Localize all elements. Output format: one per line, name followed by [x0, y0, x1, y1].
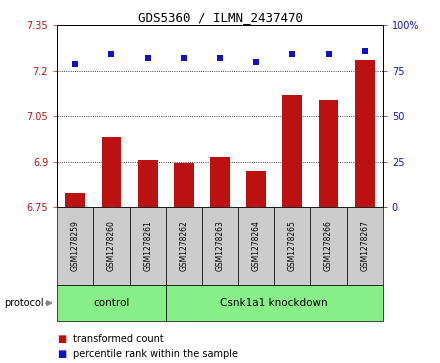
Bar	[202, 207, 238, 285]
Bar	[129, 207, 166, 285]
Point	[72, 61, 79, 66]
Text: GSM1278260: GSM1278260	[107, 220, 116, 272]
Bar	[246, 171, 266, 207]
Bar	[174, 163, 194, 207]
Bar	[347, 207, 383, 285]
Bar	[102, 137, 121, 207]
Text: transformed count: transformed count	[73, 334, 163, 344]
Bar	[166, 207, 202, 285]
Bar	[57, 285, 166, 321]
Bar	[138, 160, 158, 207]
Bar	[166, 285, 383, 321]
Text: control: control	[93, 298, 130, 308]
Point	[108, 52, 115, 57]
Text: GSM1278262: GSM1278262	[180, 221, 188, 271]
Point	[216, 55, 224, 61]
Bar	[210, 157, 230, 207]
Text: GSM1278264: GSM1278264	[252, 220, 260, 272]
Point	[289, 52, 296, 57]
Point	[361, 48, 368, 54]
Text: GSM1278259: GSM1278259	[71, 220, 80, 272]
Bar	[93, 207, 129, 285]
Title: GDS5360 / ILMN_2437470: GDS5360 / ILMN_2437470	[138, 11, 303, 24]
Text: Csnk1a1 knockdown: Csnk1a1 knockdown	[220, 298, 328, 308]
Bar	[355, 60, 375, 207]
Bar	[274, 207, 311, 285]
Bar	[311, 207, 347, 285]
Bar	[57, 207, 93, 285]
Point	[180, 55, 187, 61]
Text: percentile rank within the sample: percentile rank within the sample	[73, 349, 238, 359]
Point	[325, 52, 332, 57]
Bar	[238, 207, 274, 285]
Text: protocol: protocol	[4, 298, 44, 308]
Text: GSM1278267: GSM1278267	[360, 220, 369, 272]
Bar	[66, 193, 85, 207]
Bar	[282, 95, 302, 207]
Text: GSM1278263: GSM1278263	[216, 220, 224, 272]
Text: GSM1278265: GSM1278265	[288, 220, 297, 272]
Point	[144, 55, 151, 61]
Text: GSM1278261: GSM1278261	[143, 221, 152, 271]
Text: ■: ■	[57, 349, 66, 359]
Point	[253, 59, 260, 65]
Bar	[319, 99, 338, 207]
Text: ■: ■	[57, 334, 66, 344]
Text: GSM1278266: GSM1278266	[324, 220, 333, 272]
